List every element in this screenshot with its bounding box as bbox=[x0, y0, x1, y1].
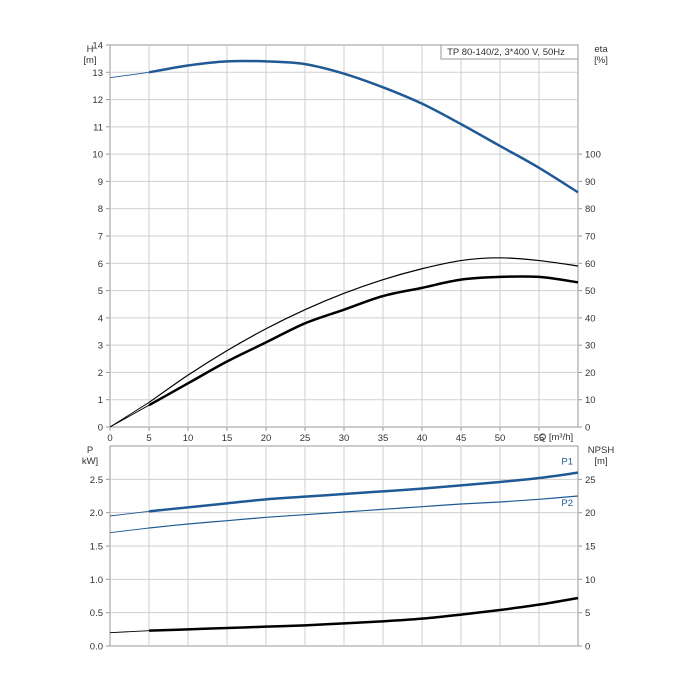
efficiency-axis-label-line1: eta bbox=[594, 44, 608, 55]
left-axis-tick-label: 13 bbox=[92, 68, 103, 79]
head-efficiency-tick-labels: 0123456789101112131401020304050607080901… bbox=[92, 41, 600, 445]
left-axis-tick-label: 0 bbox=[98, 423, 103, 434]
series-curve-lead-in bbox=[109, 630, 150, 634]
left-axis-tick-label: 2 bbox=[98, 368, 103, 379]
power-npsh-series: P1 P2 bbox=[109, 457, 579, 634]
right-axis-tick-label: 20 bbox=[585, 368, 596, 379]
power-axis-label-line2: kW] bbox=[82, 456, 98, 467]
left-axis-tick-label: 8 bbox=[98, 204, 103, 215]
left-axis-tick-label: 11 bbox=[93, 122, 103, 133]
right-axis-tick-label: 15 bbox=[585, 542, 596, 553]
npsh-axis-label-line1: NPSH bbox=[588, 445, 615, 456]
series-curve bbox=[148, 471, 579, 513]
x-axis-tick-label: 25 bbox=[300, 433, 311, 444]
x-axis-tick-label: 20 bbox=[261, 433, 272, 444]
left-axis-tick-label: 12 bbox=[92, 95, 103, 106]
head-efficiency-panel: 0123456789101112131401020304050607080901… bbox=[83, 41, 608, 445]
head-efficiency-series bbox=[109, 59, 579, 428]
x-axis-tick-label: 0 bbox=[107, 433, 112, 444]
left-axis-tick-label: 4 bbox=[98, 313, 103, 324]
right-axis-tick-label: 60 bbox=[585, 259, 596, 270]
right-axis-tick-label: 10 bbox=[585, 575, 596, 586]
head-axis-label-line2: [m] bbox=[83, 55, 96, 66]
right-axis-tick-label: 80 bbox=[585, 204, 596, 215]
power-npsh-tick-labels: 0.0 0.5 1.0 1.5 2.0 2.5 0 5 10 15 20 25 bbox=[90, 475, 596, 653]
x-axis-tick-label: 35 bbox=[378, 433, 389, 444]
head-efficiency-grid bbox=[110, 45, 578, 427]
right-axis-tick-label: 5 bbox=[585, 608, 590, 619]
left-axis-tick-label: 6 bbox=[98, 259, 103, 270]
left-axis-tick-label: 9 bbox=[98, 177, 103, 188]
npsh-axis-label-line2: [m] bbox=[594, 456, 607, 467]
left-axis-tick-label: 5 bbox=[98, 286, 103, 297]
flow-axis-label: Q [m³/h] bbox=[539, 432, 573, 443]
right-axis-tick-label: 0 bbox=[585, 423, 590, 434]
x-axis-tick-label: 5 bbox=[146, 433, 151, 444]
x-axis-tick-label: 40 bbox=[417, 433, 428, 444]
series-curve bbox=[148, 257, 579, 403]
left-axis-tick-label: 0.5 bbox=[90, 608, 103, 619]
efficiency-axis-label-line2: [%] bbox=[594, 55, 608, 66]
series-curve bbox=[148, 596, 579, 632]
series-curve bbox=[148, 59, 579, 194]
series-curve-lead-in bbox=[109, 71, 150, 79]
left-axis-tick-label: 1.0 bbox=[90, 575, 103, 586]
right-axis-tick-label: 25 bbox=[585, 475, 596, 486]
series-curve-lead-in bbox=[109, 527, 150, 534]
x-axis-tick-label: 55 bbox=[534, 433, 545, 444]
series-curve bbox=[148, 495, 579, 529]
head-axis-label-line1: H bbox=[87, 44, 94, 55]
left-axis-tick-label: 1 bbox=[98, 395, 103, 406]
series-curve-lead-in bbox=[109, 404, 150, 428]
right-axis-tick-label: 50 bbox=[585, 286, 596, 297]
left-axis-tick-label: 14 bbox=[92, 41, 103, 52]
x-axis-tick-label: 30 bbox=[339, 433, 350, 444]
series-label: P1 bbox=[561, 457, 573, 468]
left-axis-tick-label: 10 bbox=[92, 150, 103, 161]
x-axis-tick-label: 15 bbox=[222, 433, 233, 444]
x-axis-tick-label: 45 bbox=[456, 433, 467, 444]
series-label: P2 bbox=[561, 498, 573, 509]
right-axis-tick-label: 0 bbox=[585, 642, 590, 653]
left-axis-tick-label: 2.5 bbox=[90, 475, 103, 486]
left-axis-tick-label: 3 bbox=[98, 341, 103, 352]
power-npsh-grid bbox=[110, 446, 578, 646]
power-axis-label-line1: P bbox=[87, 445, 93, 456]
right-axis-tick-label: 10 bbox=[585, 395, 596, 406]
series-curve bbox=[148, 275, 579, 407]
left-axis-tick-label: 7 bbox=[98, 232, 103, 243]
right-axis-tick-label: 70 bbox=[585, 232, 596, 243]
chart-title-box bbox=[440, 44, 579, 60]
right-axis-tick-label: 40 bbox=[585, 313, 596, 324]
right-axis-tick-label: 100 bbox=[585, 150, 601, 161]
right-axis-tick-label: 90 bbox=[585, 177, 596, 188]
chart-title: TP 80-140/2, 3*400 V, 50Hz bbox=[447, 47, 565, 58]
right-axis-tick-label: 30 bbox=[585, 341, 596, 352]
left-axis-tick-label: 0.0 bbox=[90, 642, 103, 653]
left-axis-tick-label: 1.5 bbox=[90, 542, 103, 553]
series-curve-lead-in bbox=[109, 510, 150, 517]
right-axis-tick-label: 20 bbox=[585, 508, 596, 519]
left-axis-tick-label: 2.0 bbox=[90, 508, 103, 519]
x-axis-tick-label: 10 bbox=[183, 433, 194, 444]
x-axis-tick-label: 50 bbox=[495, 433, 506, 444]
